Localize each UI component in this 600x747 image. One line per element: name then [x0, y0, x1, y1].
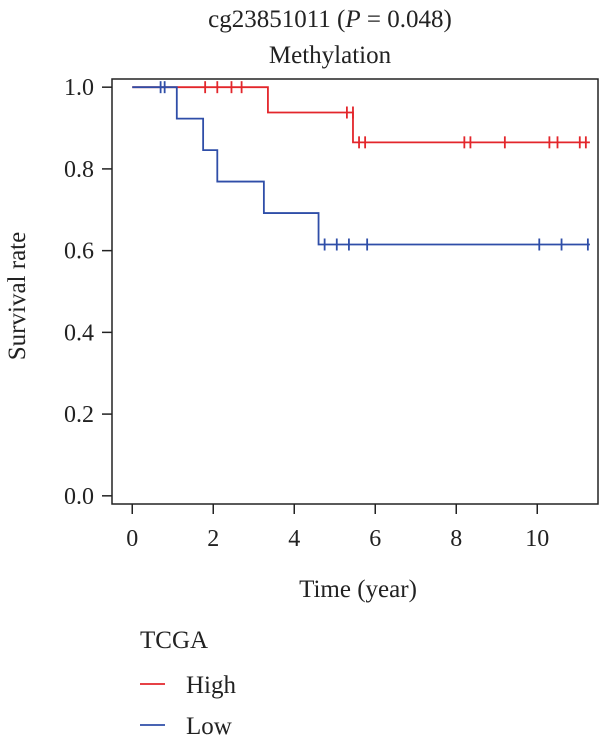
series-low	[132, 81, 590, 251]
survival-curve-low	[132, 86, 590, 246]
x-tick-label: 8	[450, 526, 462, 552]
legend-title: TCGA	[140, 627, 208, 654]
x-tick-label: 0	[126, 526, 138, 552]
x-axis-label: Time (year)	[299, 576, 417, 603]
y-tick-label: 0.0	[64, 484, 94, 510]
survival-curve-high	[132, 86, 590, 144]
chart-title-p: P	[344, 6, 360, 33]
y-tick-label: 0.8	[64, 157, 94, 183]
chart-title-prefix: cg23851011 (	[208, 6, 345, 33]
axes: 0.0 0.2 0.4 0.6 0.8 1.0 0 2 4 6 8 10	[64, 75, 549, 552]
x-tick-label: 6	[369, 526, 381, 552]
y-tick-label: 0.4	[64, 320, 94, 346]
plot-frame	[111, 78, 599, 505]
y-tick-label: 1.0	[64, 75, 94, 101]
x-tick-label: 2	[207, 526, 219, 552]
chart-title-suffix: = 0.048)	[361, 6, 452, 33]
legend-label-high: High	[186, 672, 237, 699]
legend: TCGA High Low	[140, 627, 237, 740]
series-layer	[132, 81, 590, 251]
chart-title: cg23851011 (P = 0.048)	[208, 6, 452, 33]
x-tick-label: 4	[288, 526, 300, 552]
chart-subtitle: Methylation	[269, 42, 392, 69]
series-high	[132, 81, 590, 149]
x-tick-label: 10	[525, 526, 549, 552]
legend-label-low: Low	[186, 713, 232, 740]
y-tick-label: 0.2	[64, 402, 94, 428]
y-axis-label: Survival rate	[4, 232, 31, 360]
y-tick-label: 0.6	[64, 239, 94, 265]
